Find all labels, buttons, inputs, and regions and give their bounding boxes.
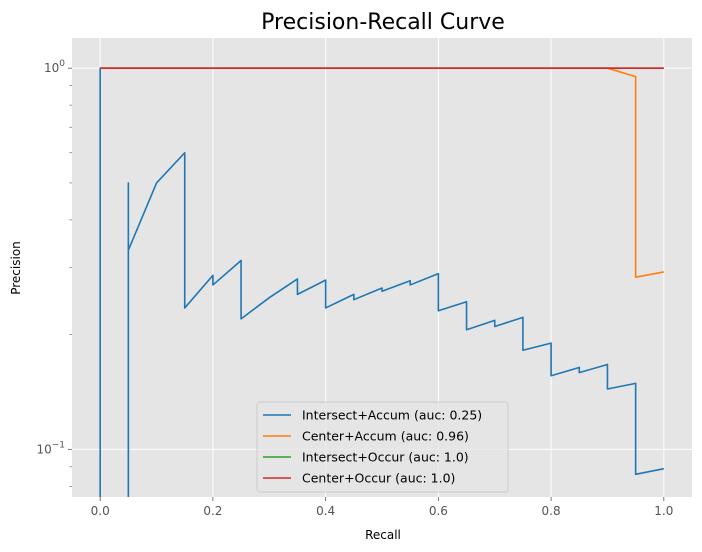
legend-label: Intersect+Accum (auc: 0.25) (302, 408, 482, 423)
legend: Intersect+Accum (auc: 0.25) Center+Accum … (256, 401, 509, 493)
x-tick-label: 0.4 (316, 504, 335, 518)
series-lines (99, 67, 664, 497)
x-tick-label: 0.6 (429, 504, 448, 518)
y-tick-base: 10 (44, 61, 59, 75)
chart-title: Precision-Recall Curve (261, 10, 505, 35)
y-tick-exponent: 0 (59, 59, 65, 69)
y-axis-label: Precision (9, 241, 23, 295)
y-tick-base: 10 (36, 442, 51, 456)
legend-label: Intersect+Occur (auc: 1.0) (302, 450, 469, 465)
y-tick-label: 10−1 (36, 440, 65, 456)
x-tick-label: 0.8 (542, 504, 561, 518)
x-tick-label: 0.0 (91, 504, 110, 518)
y-tick-exponent: −1 (52, 440, 65, 450)
legend-label: Center+Occur (auc: 1.0) (302, 471, 455, 486)
legend-label: Center+Accum (auc: 0.96) (302, 429, 469, 444)
x-tick-label: 1.0 (654, 504, 673, 518)
x-tick-label: 0.2 (203, 504, 222, 518)
legend-frame (256, 401, 509, 493)
series-line-1 (99, 67, 664, 497)
x-axis-label: Recall (365, 528, 401, 542)
y-tick-label: 100 (44, 59, 65, 75)
